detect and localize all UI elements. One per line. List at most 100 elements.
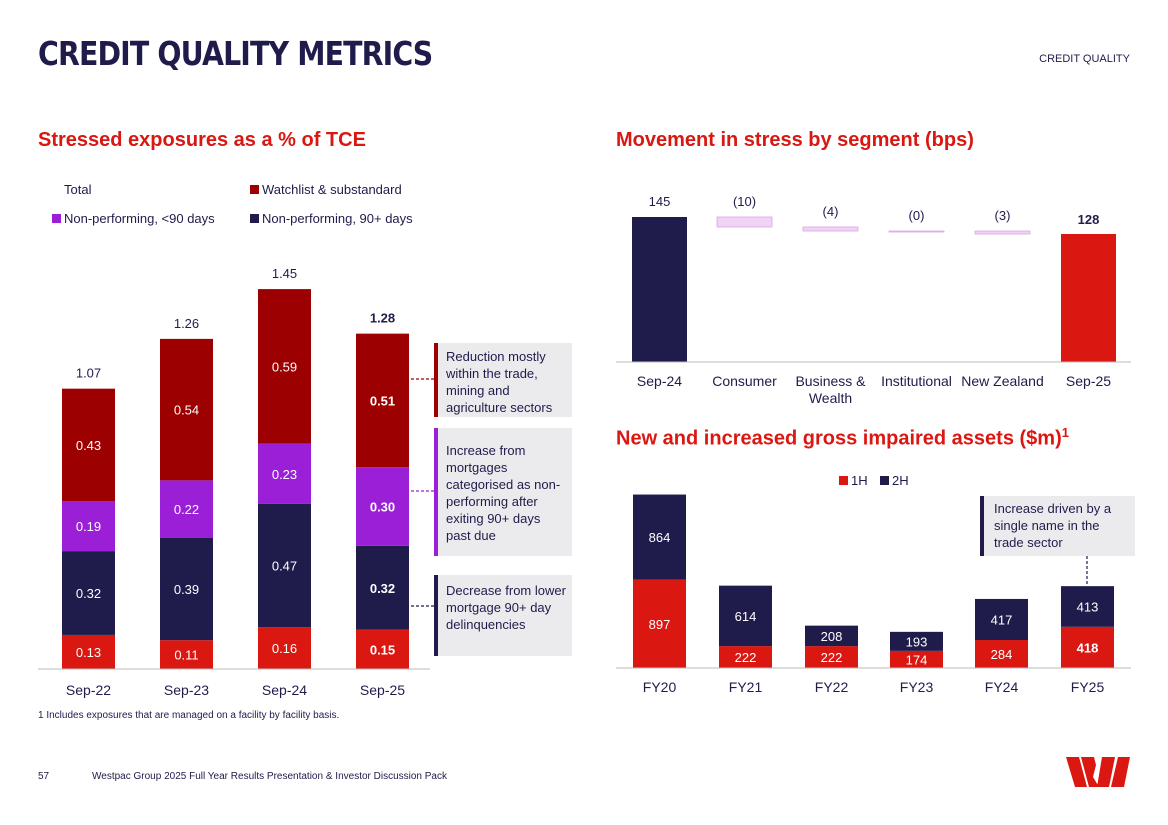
np-90-segment-Sep-25 (356, 545, 409, 630)
x-tick-Sep-25: Sep-25 (360, 682, 405, 698)
gia-value-label: 897 (649, 617, 671, 632)
gia-1H-bar-FY25 (1061, 626, 1114, 668)
legend-swatch (880, 476, 889, 485)
waterfall-bar-Business & Wealth (802, 226, 859, 232)
legend-item: Total (64, 182, 92, 197)
movement-in-stress-chart: 145 Sep-24 (10) Consumer (4) Business &Wealth… (616, 194, 1131, 406)
gia-value-label: 174 (906, 652, 928, 667)
gia-value-label: 222 (821, 650, 843, 665)
gia-2H-bar-FY25 (1061, 586, 1114, 627)
np-90-red-segment-Sep-23 (160, 640, 213, 669)
np-90-segment-Sep-23 (160, 538, 213, 641)
segment-label: 0.19 (76, 519, 101, 534)
waterfall-bar-New Zealand (974, 230, 1031, 235)
legend-swatch (250, 214, 259, 223)
gia-value-label: 208 (821, 629, 843, 644)
waterfall-value-label: (0) (909, 208, 925, 223)
segment-label: 0.51 (370, 393, 395, 408)
legend-item: Non-performing, 90+ days (262, 211, 413, 226)
np-90-segment-Sep-22 (62, 551, 115, 635)
gia-1H-bar-FY22 (805, 646, 858, 668)
segment-label: 0.22 (174, 502, 199, 517)
legend-item: 2H (892, 473, 909, 488)
x-tick-label: Sep-25 (1066, 373, 1111, 389)
note-watchlist: Reduction mostly within the trade, minin… (434, 343, 572, 417)
gia-value-label: 284 (991, 647, 1013, 662)
note-gia-fy25: Increase driven by a single name in the … (980, 496, 1135, 556)
page-number: 57 (38, 771, 50, 782)
x-tick-Sep-22: Sep-22 (66, 682, 111, 698)
segment-label: 0.32 (76, 586, 101, 601)
segment-label: 0.13 (76, 645, 101, 660)
gia-value-label: 418 (1077, 640, 1099, 655)
segment-label: 0.39 (174, 582, 199, 597)
gia-2H-bar-FY20 (633, 494, 686, 580)
gia-2H-bar-FY23 (890, 631, 943, 651)
segment-label: 0.54 (174, 403, 199, 418)
gia-value-label: 193 (906, 634, 928, 649)
waterfall-bar-Sep-24 (632, 217, 687, 362)
x-tick-FY23: FY23 (900, 679, 934, 695)
gross-impaired-assets-chart: 897 864 FY20 222 614 FY21 222 208 FY22 174 193 FY23… (616, 473, 1131, 695)
np-lt90-segment-Sep-22 (62, 501, 115, 552)
gia-1H-bar-FY21 (719, 646, 772, 668)
segment-label: 0.43 (76, 438, 101, 453)
segment-label: 0.30 (370, 500, 395, 515)
legend-item: Non-performing, <90 days (64, 211, 215, 226)
watchlist-segment-Sep-24 (258, 289, 311, 444)
waterfall-value-label: 128 (1078, 212, 1100, 227)
gia-2H-bar-FY21 (719, 585, 772, 647)
np-90-red-segment-Sep-22 (62, 634, 115, 669)
legend-swatch (52, 214, 61, 223)
waterfall-bar-Institutional (888, 230, 945, 233)
x-tick-Sep-23: Sep-23 (164, 682, 209, 698)
waterfall-value-label: 145 (649, 194, 671, 209)
footnote: 1 Includes exposures that are managed on… (38, 710, 340, 721)
x-tick-FY20: FY20 (643, 679, 677, 695)
waterfall-value-label: (4) (823, 204, 839, 219)
np-90-segment-Sep-24 (258, 503, 311, 628)
note-non-performing-90: Decrease from lower mortgage 90+ day del… (434, 575, 572, 656)
total-label-Sep-25: 1.28 (370, 311, 395, 326)
segment-label: 0.23 (272, 467, 297, 482)
np-lt90-segment-Sep-25 (356, 467, 409, 546)
x-tick-label: Sep-24 (637, 373, 682, 389)
segment-label: 0.32 (370, 581, 395, 596)
legend-swatch (839, 476, 848, 485)
waterfall-value-label: (3) (995, 208, 1011, 223)
segment-label: 0.11 (174, 648, 198, 663)
waterfall-bar-Sep-25 (1061, 234, 1116, 362)
note-non-performing-lt90: Increase from mortgages categorised as n… (434, 428, 572, 556)
x-tick-Sep-24: Sep-24 (262, 682, 307, 698)
segment-label: 0.15 (370, 642, 395, 657)
np-lt90-segment-Sep-24 (258, 443, 311, 504)
segment-label: 0.59 (272, 359, 297, 374)
page-title: CREDIT QUALITY METRICS (38, 34, 433, 73)
gia-1H-bar-FY23 (890, 650, 943, 668)
section-tag: CREDIT QUALITY (1039, 53, 1130, 65)
segment-label: 0.47 (272, 559, 297, 574)
gia-value-label: 417 (991, 612, 1013, 627)
waterfall-chart-title: Movement in stress by segment (bps) (616, 129, 974, 151)
footer-text: Westpac Group 2025 Full Year Results Pre… (92, 771, 447, 782)
legend-item: Watchlist & substandard (262, 182, 402, 197)
gia-value-label: 614 (735, 609, 757, 624)
gia-2H-bar-FY22 (805, 625, 858, 647)
left-chart-title: Stressed exposures as a % of TCE (38, 129, 366, 151)
gia-value-label: 222 (735, 650, 757, 665)
total-label-Sep-24: 1.45 (272, 266, 297, 281)
x-tick-FY21: FY21 (729, 679, 763, 695)
np-90-red-segment-Sep-25 (356, 629, 409, 669)
x-tick-label: Wealth (809, 390, 852, 406)
gia-value-label: 864 (649, 530, 671, 545)
legend-swatch (250, 185, 259, 194)
np-lt90-segment-Sep-23 (160, 480, 213, 538)
waterfall-value-label: (10) (733, 194, 756, 209)
segment-label: 0.16 (272, 641, 297, 656)
np-90-red-segment-Sep-24 (258, 627, 311, 669)
westpac-logo-icon (1066, 757, 1130, 787)
x-tick-label: Consumer (712, 373, 777, 389)
x-tick-label: Institutional (881, 373, 952, 389)
gia-1H-bar-FY24 (975, 640, 1028, 668)
